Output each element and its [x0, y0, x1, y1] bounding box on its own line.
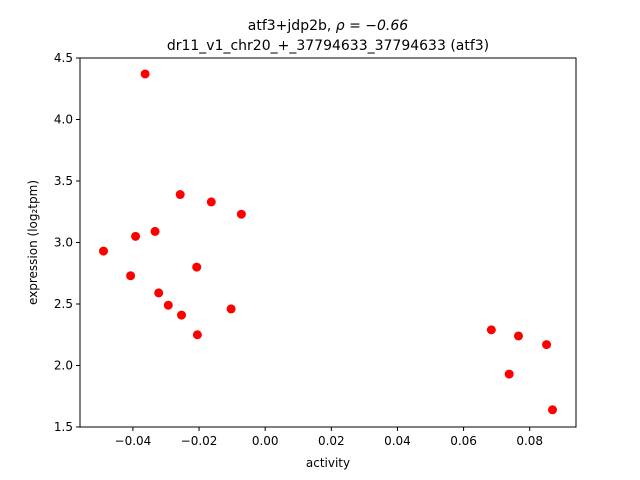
- y-axis-label: expression (log₂tpm): [26, 180, 40, 305]
- chart-title-prefix: atf3+jdp2b,: [248, 18, 336, 34]
- data-point: [206, 197, 216, 207]
- data-point: [131, 231, 141, 241]
- plot-area: [79, 57, 577, 428]
- chart-title-rho: ρ = −0.66: [336, 18, 409, 34]
- plot-background: [80, 58, 576, 427]
- y-tick-label: 2.0: [54, 359, 73, 373]
- x-tick-label: 0.00: [252, 434, 279, 448]
- x-axis-ticks: −0.04 −0.02 0.00 0.02 0.04 0.06 0.08: [115, 427, 543, 448]
- x-axis-label: activity: [306, 456, 350, 470]
- x-tick-label: −0.04: [115, 434, 152, 448]
- chart-subtitle: dr11_v1_chr20_+_37794633_37794633 (atf3): [167, 38, 489, 54]
- data-point: [98, 246, 108, 256]
- data-point: [504, 369, 514, 379]
- y-tick-label: 4.0: [54, 113, 73, 127]
- data-point: [154, 288, 164, 298]
- y-tick-label: 3.0: [54, 236, 73, 250]
- data-point: [513, 331, 523, 341]
- data-point: [126, 271, 136, 281]
- data-point: [150, 226, 160, 236]
- x-tick-label: 0.06: [450, 434, 477, 448]
- x-tick-label: 0.08: [516, 434, 543, 448]
- y-tick-label: 3.5: [54, 174, 73, 188]
- points-layer: [98, 69, 558, 415]
- data-point: [226, 304, 236, 314]
- data-point: [542, 340, 552, 350]
- x-tick-label: −0.02: [181, 434, 218, 448]
- y-tick-label: 4.5: [54, 51, 73, 65]
- y-tick-label: 2.5: [54, 297, 73, 311]
- chart-title: atf3+jdp2b, ρ = −0.66: [248, 18, 409, 34]
- data-point: [486, 325, 496, 335]
- data-point: [192, 330, 202, 340]
- x-tick-label: 0.02: [318, 434, 345, 448]
- data-point: [177, 310, 187, 320]
- data-point: [236, 209, 246, 219]
- data-point: [163, 300, 173, 310]
- x-tick-label: 0.04: [384, 434, 411, 448]
- data-point: [548, 405, 558, 415]
- data-point: [192, 262, 202, 272]
- data-point: [175, 190, 185, 200]
- y-axis-ticks: 1.5 2.0 2.5 3.0 3.5 4.0 4.5: [54, 51, 80, 434]
- data-point: [140, 69, 150, 79]
- y-tick-label: 1.5: [54, 420, 73, 434]
